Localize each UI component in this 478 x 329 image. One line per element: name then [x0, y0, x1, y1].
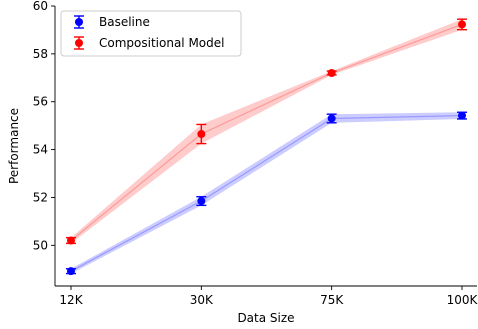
x-tick-label-3: 100K: [447, 293, 478, 307]
series-1-point-2: [326, 69, 337, 78]
x-axis-label: Data Size: [237, 311, 294, 325]
y-tick-label-5: 60: [33, 0, 48, 13]
legend-frame: [60, 10, 242, 57]
x-tick-label-2: 75K: [320, 293, 344, 307]
series-0-point-1: [196, 196, 207, 207]
y-tick-label-4: 58: [33, 47, 48, 61]
x-tick-label-0: 12K: [59, 293, 83, 307]
legend: Baseline Compositional Model: [60, 10, 242, 57]
legend-label-0: Baseline: [99, 15, 150, 29]
y-tick-label-0: 50: [33, 238, 48, 252]
legend-label-1: Compositional Model: [99, 36, 224, 50]
data-markers: [66, 18, 467, 276]
y-tick-label-3: 56: [33, 95, 48, 109]
series-1-point-1: [196, 123, 207, 145]
series-1-band: [71, 19, 462, 244]
x-tick-label-1: 30K: [190, 293, 214, 307]
series-lines: [70, 23, 463, 272]
y-axis-label: Performance: [7, 108, 21, 184]
series-1-line: [70, 23, 463, 241]
confidence-bands: [71, 19, 462, 274]
y-tick-label-1: 52: [33, 190, 48, 204]
series-0-point-0: [66, 267, 76, 276]
series-0-line: [70, 115, 463, 272]
series-0-point-2: [326, 113, 337, 124]
legend-entry-0: Baseline: [74, 15, 150, 29]
series-0-point-3: [457, 111, 467, 120]
series-1-point-0: [66, 236, 76, 245]
axes: 50 52 54 56 58 60 12K 30K 75K 100K: [33, 0, 478, 307]
series-1-point-3: [457, 18, 467, 31]
legend-entry-1: Compositional Model: [74, 36, 224, 50]
y-tick-label-2: 54: [33, 143, 48, 157]
